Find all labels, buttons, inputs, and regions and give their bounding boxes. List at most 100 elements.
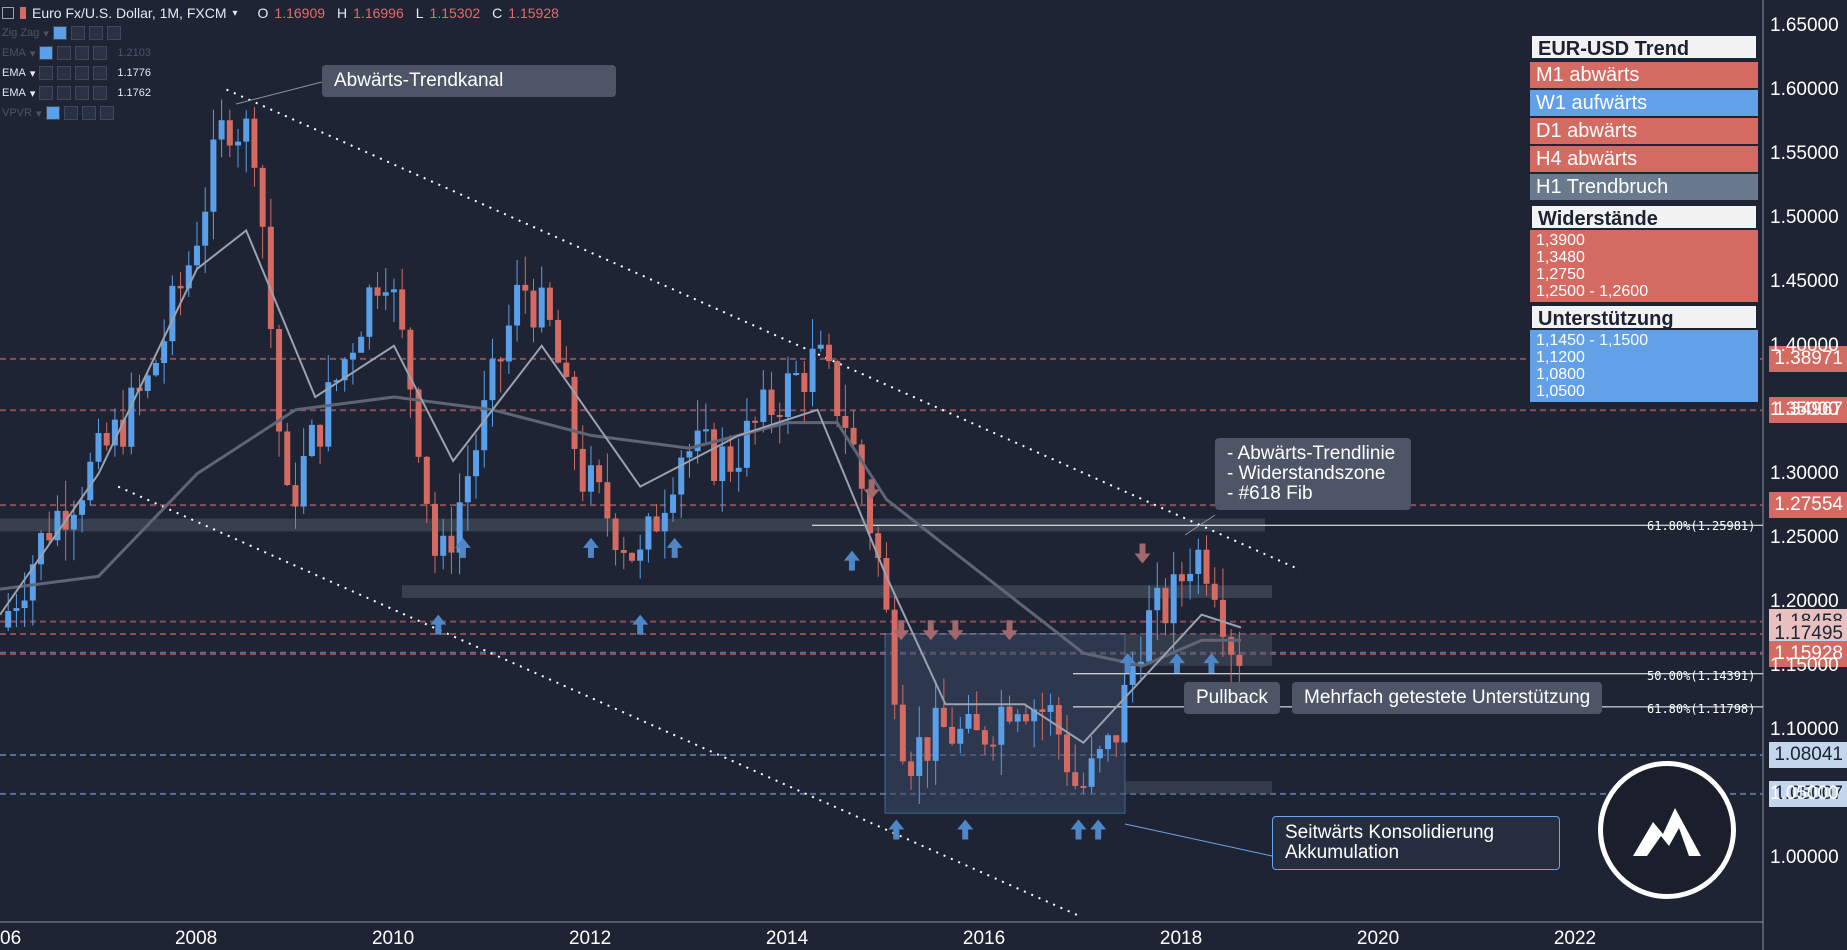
indicator-row[interactable]: VPVR ▾	[0, 103, 565, 123]
candle-body	[489, 359, 496, 401]
candle-body	[538, 287, 545, 328]
candle-body	[226, 120, 233, 146]
eye-icon[interactable]	[39, 46, 54, 60]
support-level: 1,0800	[1536, 366, 1585, 383]
chevron-down-icon[interactable]: ▾	[29, 87, 36, 100]
candle-body	[735, 467, 742, 472]
arrow-up-icon	[1070, 819, 1087, 840]
gear-icon[interactable]	[57, 46, 72, 60]
candle-body	[473, 450, 480, 477]
candle-body	[399, 289, 406, 330]
fib-50-label: 50.00%(1.14391)	[1647, 669, 1756, 683]
candle-body	[998, 706, 1005, 745]
eye-icon[interactable]	[45, 106, 60, 120]
candle-body	[858, 444, 865, 489]
candle-body	[440, 535, 447, 556]
candle-body	[70, 514, 77, 530]
close-icon[interactable]	[93, 46, 108, 60]
y-tick-label: 1.15000	[1770, 654, 1839, 676]
indicator-row[interactable]: EMA ▾ 1.2103	[0, 43, 565, 63]
collapse-icon[interactable]	[2, 7, 14, 19]
plus-icon[interactable]	[75, 46, 90, 60]
candle-body	[300, 456, 307, 507]
x-tick-label: 2008	[174, 928, 218, 949]
symbol-title[interactable]: Euro Fx/U.S. Dollar, 1M, FXCM	[32, 5, 227, 21]
candle-body	[1162, 587, 1169, 624]
x-tick-label: 2012	[568, 928, 612, 949]
candle-body	[1014, 714, 1021, 722]
chart-legend: Euro Fx/U.S. Dollar, 1M, FXCM ▾ O 1.16909…	[0, 3, 565, 123]
candle-body	[423, 456, 430, 504]
y-tick-label: 1.65000	[1770, 14, 1839, 36]
indicator-name: EMA	[2, 67, 26, 79]
plus-icon[interactable]	[75, 86, 90, 100]
plus-icon[interactable]	[88, 26, 103, 40]
x-tick-label: 2018	[1159, 928, 1203, 949]
candle-body	[604, 482, 611, 519]
y-tick-label: 1.00000	[1770, 846, 1839, 868]
indicator-value: 1.1776	[117, 67, 152, 79]
close-icon[interactable]	[106, 26, 121, 40]
trend-row: W1 aufwärts	[1530, 90, 1758, 116]
candle-body	[432, 503, 439, 556]
gear-icon[interactable]	[57, 86, 72, 100]
arrow-up-icon	[1119, 653, 1136, 674]
channel-label: Abwärts-Trendkanal	[334, 70, 504, 91]
candle-body	[185, 265, 192, 289]
candle-body	[842, 416, 849, 428]
indicator-row[interactable]: EMA ▾ 1.1776	[0, 63, 565, 83]
trend-row: D1 abwärts	[1530, 118, 1758, 144]
plus-icon[interactable]	[75, 66, 90, 80]
candle-body	[776, 414, 783, 418]
indicator-row[interactable]: EMA ▾ 1.1762	[0, 83, 565, 103]
chevron-down-icon[interactable]: ▾	[232, 7, 238, 19]
candle-body	[719, 446, 726, 482]
chevron-down-icon[interactable]: ▾	[35, 107, 42, 120]
candle-body	[144, 375, 151, 392]
candle-body	[711, 429, 718, 482]
indicator-name: EMA	[2, 47, 26, 59]
price-tag: 1.08041	[1769, 742, 1847, 768]
eye-icon[interactable]	[39, 86, 54, 100]
consolidation-callout: Seitwärts Konsolidierung Akkumulation	[1272, 816, 1560, 870]
support-title: Unterstützung	[1530, 304, 1758, 330]
candle-body	[1170, 574, 1177, 624]
indicator-row[interactable]: Zig Zag ▾	[0, 23, 565, 43]
candle-body	[686, 451, 693, 458]
candle-body	[555, 319, 562, 363]
candle-body	[341, 359, 348, 381]
x-tick-label: 06	[0, 928, 22, 949]
candle-body	[743, 420, 750, 468]
eye-icon[interactable]	[39, 66, 54, 80]
gear-icon[interactable]	[57, 66, 72, 80]
candle-body	[1088, 758, 1095, 787]
y-tick-label: 1.05000	[1770, 782, 1839, 804]
eye-icon[interactable]	[52, 26, 67, 40]
chevron-down-icon[interactable]: ▾	[43, 27, 49, 40]
candle-body	[957, 728, 964, 744]
close-icon[interactable]	[99, 106, 114, 120]
arrow-down-icon	[1001, 620, 1018, 641]
gear-icon[interactable]	[63, 106, 78, 120]
y-tick-label: 1.50000	[1770, 206, 1839, 228]
chevron-down-icon[interactable]: ▾	[29, 47, 36, 60]
indicator-value: 1.1762	[117, 87, 152, 99]
gear-icon[interactable]	[70, 26, 85, 40]
y-tick-label: 1.35000	[1770, 398, 1839, 420]
candle-body	[949, 726, 956, 744]
trend-table-title: EUR-USD Trend	[1530, 34, 1758, 60]
candle-body	[924, 737, 931, 761]
resistance-level: 1,3480	[1536, 249, 1585, 266]
close-icon[interactable]	[93, 86, 108, 100]
close-icon[interactable]	[93, 66, 108, 80]
arrow-down-icon	[893, 620, 910, 641]
consolidation-box	[884, 633, 1126, 814]
brand-logo	[1598, 761, 1736, 899]
plus-icon[interactable]	[81, 106, 96, 120]
resistance-zone	[0, 518, 1265, 532]
trend-table: EUR-USD Trend M1 abwärts W1 aufwärts D1 ab…	[1530, 34, 1758, 402]
candle-body	[981, 730, 988, 745]
candle-body	[95, 433, 102, 462]
chevron-down-icon[interactable]: ▾	[29, 67, 36, 80]
candle-body	[366, 287, 373, 337]
